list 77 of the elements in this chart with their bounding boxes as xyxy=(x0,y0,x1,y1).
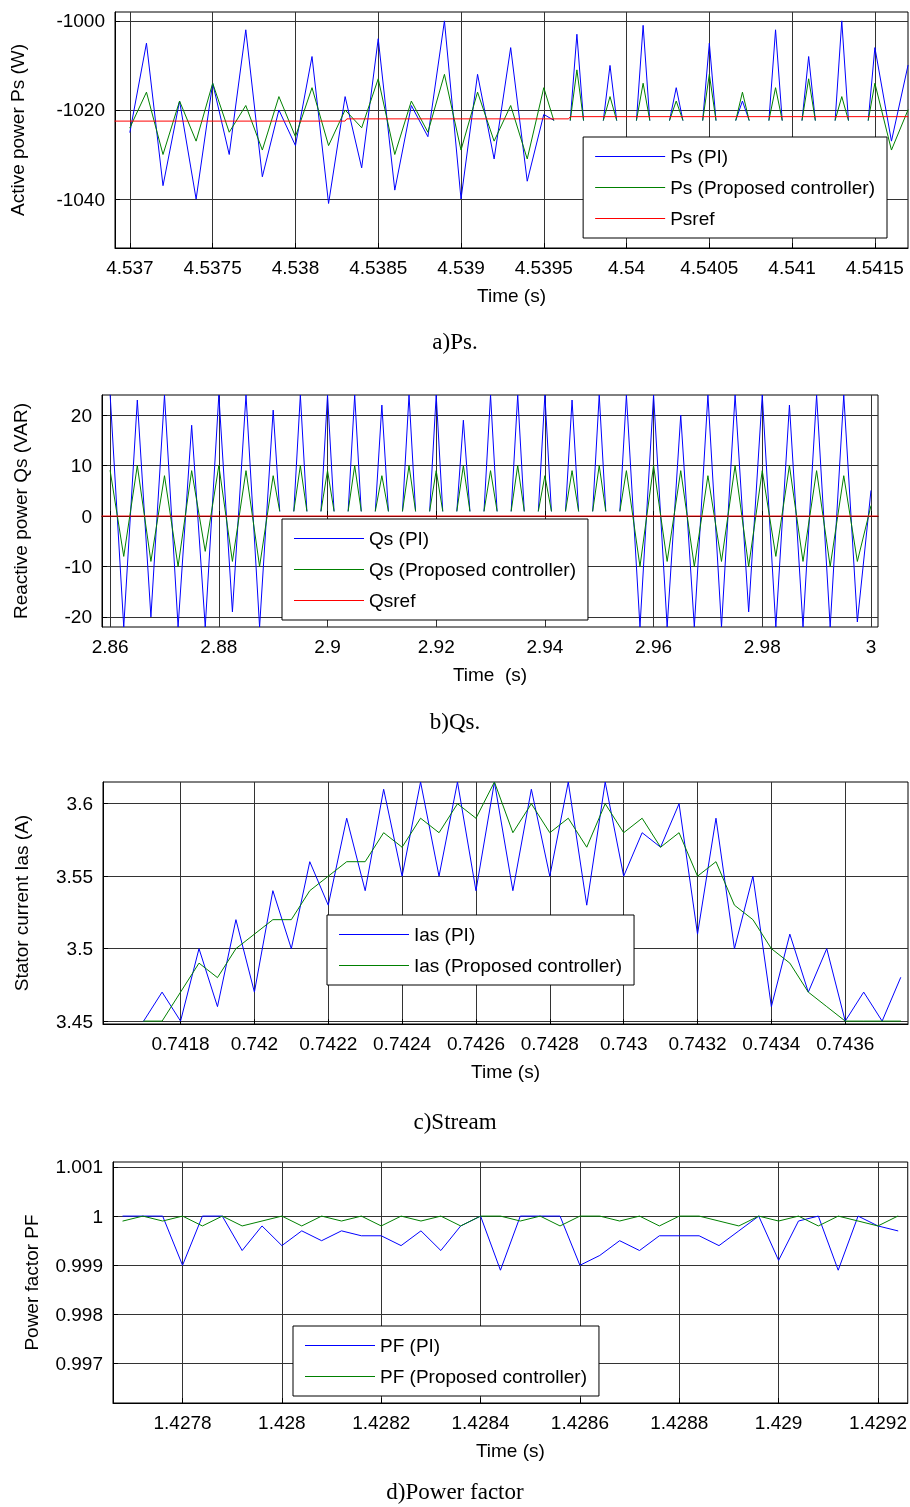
x-tick-label: 0.7434 xyxy=(742,1033,801,1054)
text: b)Qs. xyxy=(429,709,481,734)
x-tick-label: 4.537 xyxy=(106,257,154,278)
x-tick-label: 0.7436 xyxy=(816,1033,875,1054)
x-tick-label: 0.7426 xyxy=(446,1033,506,1054)
line-series xyxy=(143,781,902,1022)
y-tick-label: 3.6 xyxy=(66,793,93,815)
x-tick-label: 4.5415 xyxy=(845,257,904,278)
legend-label: Ias (PI) xyxy=(414,924,476,945)
x-tick-label: 1.4286 xyxy=(550,1412,609,1433)
x-tick-label: 1.4284 xyxy=(451,1412,511,1433)
x-tick-label: 0.7432 xyxy=(668,1033,727,1054)
x-tick-label: 3 xyxy=(865,636,877,657)
y-tick-label: 20 xyxy=(70,404,92,426)
y-tick-label: -20 xyxy=(64,606,92,628)
legend-label: Qs (PI) xyxy=(369,528,430,549)
x-tick-label: 4.541 xyxy=(768,257,816,278)
x-tick-label: 1.428 xyxy=(258,1412,306,1433)
x-tick-label: 0.743 xyxy=(599,1033,648,1054)
x-tick-label: 2.9 xyxy=(314,636,341,657)
y-tick-label: -1020 xyxy=(56,99,105,121)
x-tick-label: 1.4282 xyxy=(352,1412,411,1433)
x-tick-label: 4.5405 xyxy=(680,257,739,278)
x-tick-label: 0.7422 xyxy=(299,1033,358,1054)
y-axis-title: Active power Ps (W) xyxy=(7,43,28,217)
text: d)Power factor xyxy=(386,1479,524,1504)
y-tick-label: 1.001 xyxy=(55,1156,103,1178)
y-tick-label: 0.999 xyxy=(55,1254,103,1276)
x-tick-label: 0.742 xyxy=(230,1033,279,1054)
legend-label: Psref xyxy=(670,208,716,229)
x-tick-label: 0.7424 xyxy=(373,1033,432,1054)
legend-label: Ias (Proposed controller) xyxy=(414,955,623,976)
x-tick-label: 2.98 xyxy=(743,636,781,657)
legend-label: Qs (Proposed controller) xyxy=(369,559,576,580)
y-tick-label: 3.55 xyxy=(56,865,93,887)
y-tick-label: 1 xyxy=(92,1205,103,1227)
x-tick-label: 4.5375 xyxy=(183,257,242,278)
y-axis-title: Power factor PF xyxy=(21,1214,42,1351)
x-tick-label: 1.4278 xyxy=(153,1412,212,1433)
y-tick-label: -1000 xyxy=(56,10,105,32)
y-tick-label: 0.997 xyxy=(55,1353,103,1375)
x-tick-label: 2.92 xyxy=(417,636,455,657)
y-tick-label: 10 xyxy=(70,455,92,477)
x-axis-title: Time (s) xyxy=(477,285,546,306)
x-tick-label: 0.7428 xyxy=(520,1033,579,1054)
legend-label: PF (Proposed controller) xyxy=(380,1366,587,1387)
y-axis-title: Reactive power Qs (VAR) xyxy=(10,402,31,620)
text: a)Ps. xyxy=(432,329,478,354)
legend-label: Ps (Proposed controller) xyxy=(670,177,876,198)
y-tick-label: -10 xyxy=(64,555,92,577)
x-axis-title: Time (s) xyxy=(452,664,528,685)
y-tick-label: 0.998 xyxy=(55,1303,103,1325)
y-tick-label: 0 xyxy=(81,505,92,527)
x-tick-label: 1.4288 xyxy=(650,1412,709,1433)
x-tick-label: 2.88 xyxy=(200,636,238,657)
x-axis-title: Time (s) xyxy=(471,1061,540,1082)
x-tick-label: 2.94 xyxy=(526,636,564,657)
x-tick-label: 4.539 xyxy=(437,257,485,278)
text: c)Stream xyxy=(413,1109,497,1134)
legend-label: Ps (PI) xyxy=(670,146,729,167)
y-axis-title: Stator current Ias (A) xyxy=(11,814,32,992)
x-tick-label: 2.96 xyxy=(635,636,673,657)
x-tick-label: 4.5395 xyxy=(514,257,573,278)
legend-label: Qsref xyxy=(369,590,417,611)
x-tick-label: 0.7418 xyxy=(151,1033,210,1054)
x-tick-label: 4.538 xyxy=(271,257,320,278)
line-series xyxy=(122,1215,899,1271)
y-tick-label: -1040 xyxy=(56,188,105,210)
x-tick-label: 2.86 xyxy=(91,636,129,657)
x-tick-label: 1.4292 xyxy=(848,1412,908,1433)
legend-label: PF (PI) xyxy=(380,1335,441,1356)
x-tick-label: 4.54 xyxy=(608,257,646,278)
y-tick-label: 3.45 xyxy=(56,1010,93,1032)
x-tick-label: 1.429 xyxy=(754,1412,803,1433)
x-tick-label: 4.5385 xyxy=(349,257,408,278)
x-axis-title: Time (s) xyxy=(475,1440,545,1461)
y-tick-label: 3.5 xyxy=(66,938,93,960)
